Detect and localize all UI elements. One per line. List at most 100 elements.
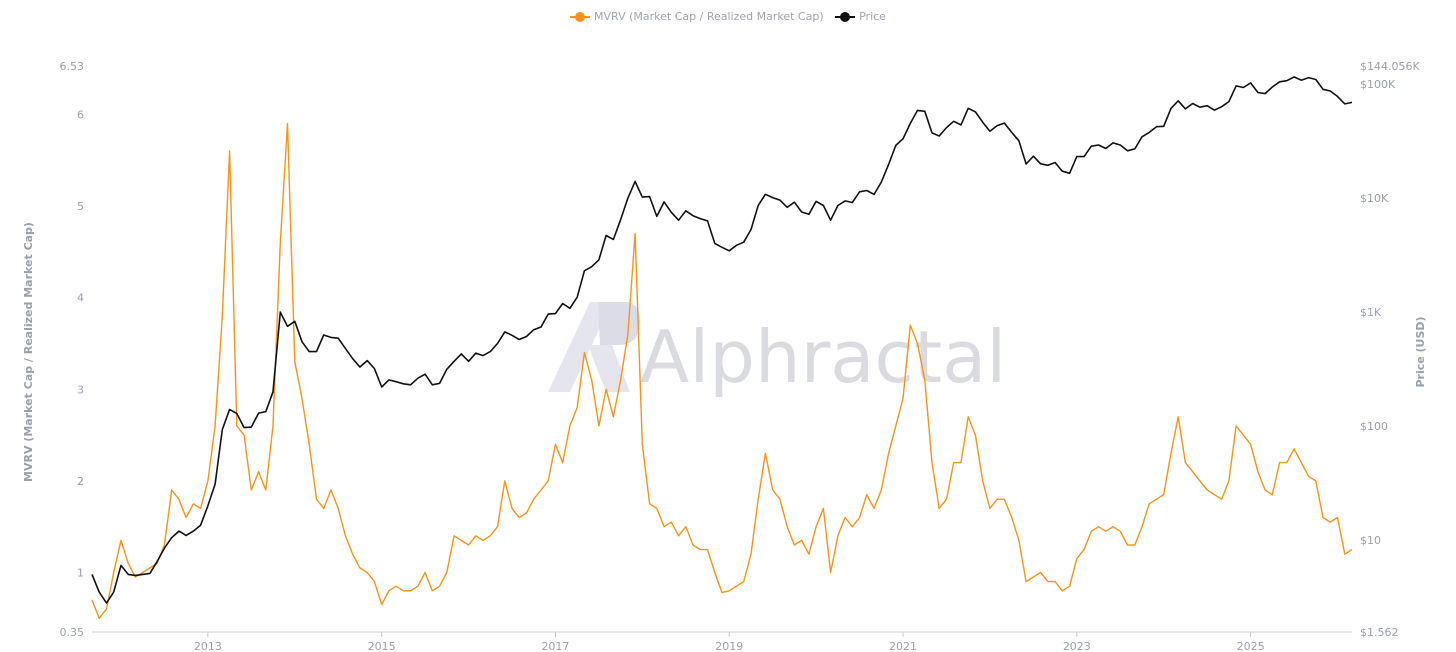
mvrv-point[interactable]	[307, 442, 311, 446]
price-point[interactable]	[206, 504, 210, 508]
price-point[interactable]	[278, 310, 282, 314]
price-point[interactable]	[228, 407, 232, 411]
mvrv-point[interactable]	[1249, 442, 1253, 446]
mvrv-point[interactable]	[1227, 479, 1231, 483]
mvrv-point[interactable]	[814, 525, 818, 529]
price-point[interactable]	[879, 180, 883, 184]
mvrv-point[interactable]	[836, 534, 840, 538]
price-point[interactable]	[843, 199, 847, 203]
mvrv-point[interactable]	[104, 607, 108, 611]
price-point[interactable]	[1133, 147, 1137, 151]
price-point[interactable]	[1321, 87, 1325, 91]
mvrv-point[interactable]	[879, 488, 883, 492]
mvrv-point[interactable]	[387, 589, 391, 593]
mvrv-point[interactable]	[365, 570, 369, 574]
price-point[interactable]	[423, 372, 427, 376]
price-point[interactable]	[133, 573, 137, 577]
price-point[interactable]	[691, 214, 695, 218]
mvrv-point[interactable]	[930, 461, 934, 465]
price-point[interactable]	[1154, 125, 1158, 129]
mvrv-point[interactable]	[865, 493, 869, 497]
mvrv-point[interactable]	[713, 570, 717, 574]
mvrv-point[interactable]	[394, 584, 398, 588]
mvrv-point[interactable]	[1336, 516, 1340, 520]
mvrv-point[interactable]	[119, 538, 123, 542]
mvrv-point[interactable]	[1118, 529, 1122, 533]
price-point[interactable]	[1147, 130, 1151, 134]
mvrv-point[interactable]	[749, 552, 753, 556]
price-point[interactable]	[582, 269, 586, 273]
mvrv-point[interactable]	[206, 479, 210, 483]
price-point[interactable]	[314, 350, 318, 354]
mvrv-point[interactable]	[590, 378, 594, 382]
price-point[interactable]	[307, 350, 311, 354]
price-point[interactable]	[112, 590, 116, 594]
price-point[interactable]	[1314, 78, 1318, 82]
price-point[interactable]	[162, 546, 166, 550]
mvrv-point[interactable]	[944, 497, 948, 501]
mvrv-point[interactable]	[901, 396, 905, 400]
mvrv-point[interactable]	[619, 378, 623, 382]
mvrv-point[interactable]	[850, 525, 854, 529]
price-point[interactable]	[235, 411, 239, 415]
mvrv-point[interactable]	[973, 433, 977, 437]
mvrv-point[interactable]	[503, 479, 507, 483]
price-point[interactable]	[452, 359, 456, 363]
mvrv-point[interactable]	[343, 534, 347, 538]
mvrv-point[interactable]	[1176, 415, 1180, 419]
price-point[interactable]	[850, 201, 854, 205]
mvrv-point[interactable]	[575, 406, 579, 410]
mvrv-point[interactable]	[1292, 447, 1296, 451]
mvrv-point[interactable]	[1154, 497, 1158, 501]
price-point[interactable]	[372, 366, 376, 370]
mvrv-point[interactable]	[1299, 461, 1303, 465]
price-point[interactable]	[199, 523, 203, 527]
price-point[interactable]	[792, 200, 796, 204]
price-point[interactable]	[814, 199, 818, 203]
mvrv-point[interactable]	[908, 323, 912, 327]
price-point[interactable]	[916, 108, 920, 112]
mvrv-point[interactable]	[626, 332, 630, 336]
price-point[interactable]	[242, 426, 246, 430]
mvrv-point[interactable]	[1169, 451, 1173, 455]
mvrv-point[interactable]	[597, 424, 601, 428]
price-point[interactable]	[191, 529, 195, 533]
price-point[interactable]	[821, 204, 825, 208]
mvrv-point[interactable]	[532, 497, 536, 501]
mvrv-point[interactable]	[720, 591, 724, 595]
price-point[interactable]	[756, 204, 760, 208]
mvrv-point[interactable]	[496, 525, 500, 529]
mvrv-point[interactable]	[763, 451, 767, 455]
mvrv-point[interactable]	[423, 570, 427, 574]
price-point[interactable]	[952, 119, 956, 123]
price-point[interactable]	[648, 195, 652, 199]
mvrv-point[interactable]	[228, 149, 232, 153]
mvrv-point[interactable]	[1198, 479, 1202, 483]
price-point[interactable]	[1270, 85, 1274, 89]
price-point[interactable]	[467, 359, 471, 363]
mvrv-point[interactable]	[1089, 529, 1093, 533]
price-point[interactable]	[1024, 162, 1028, 166]
price-point[interactable]	[1343, 102, 1347, 106]
price-point[interactable]	[387, 378, 391, 382]
mvrv-point[interactable]	[474, 534, 478, 538]
price-point[interactable]	[213, 482, 217, 486]
price-point[interactable]	[858, 190, 862, 194]
mvrv-point[interactable]	[329, 488, 333, 492]
mvrv-point[interactable]	[1205, 488, 1209, 492]
price-point[interactable]	[1256, 90, 1260, 94]
mvrv-point[interactable]	[952, 461, 956, 465]
mvrv-point[interactable]	[314, 497, 318, 501]
mvrv-point[interactable]	[1270, 493, 1274, 497]
mvrv-point[interactable]	[177, 497, 181, 501]
price-point[interactable]	[1053, 161, 1057, 165]
price-point[interactable]	[271, 390, 275, 394]
mvrv-point[interactable]	[742, 580, 746, 584]
price-point[interactable]	[1097, 143, 1101, 147]
price-point[interactable]	[1350, 100, 1354, 104]
price-point[interactable]	[184, 533, 188, 537]
price-point[interactable]	[836, 204, 840, 208]
mvrv-point[interactable]	[1220, 497, 1224, 501]
price-point[interactable]	[901, 137, 905, 141]
price-point[interactable]	[785, 205, 789, 209]
